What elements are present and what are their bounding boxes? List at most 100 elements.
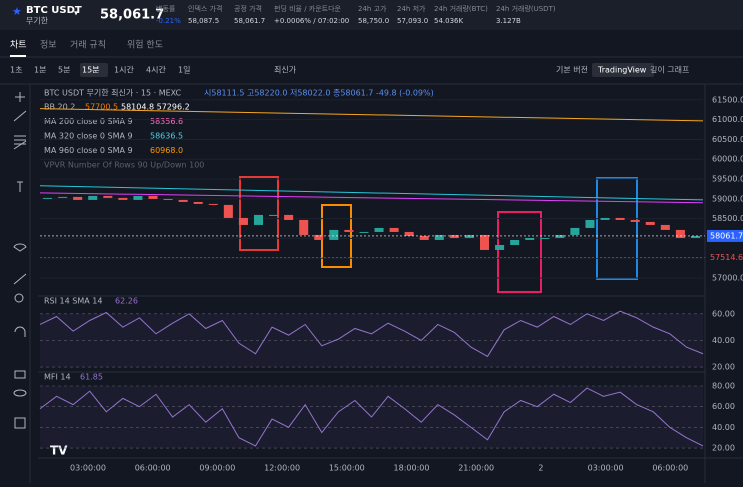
candle (269, 214, 279, 216)
candle (58, 196, 68, 198)
symbol[interactable]: BTC USDT (26, 5, 82, 16)
price-badge (707, 251, 743, 264)
candle (329, 229, 339, 240)
interval[interactable]: 1시간 (114, 65, 134, 75)
y-tick-label: 59500.0 (712, 175, 743, 184)
candle (223, 204, 233, 218)
y-tick-label: 60500.0 (712, 135, 743, 144)
tv-logo: TV (50, 444, 68, 458)
candle (479, 234, 490, 250)
candle (495, 244, 505, 250)
interval[interactable]: 1일 (178, 66, 190, 75)
candle (193, 201, 203, 204)
moving-average (39, 185, 704, 201)
x-tick-label: 03:00:00 (588, 464, 624, 473)
y-tick-label: 60000.0 (712, 155, 743, 164)
candle (434, 234, 444, 240)
candle (178, 199, 188, 202)
candle (133, 195, 143, 200)
indicator-value: 60968.0 (150, 146, 183, 155)
price: 58,061.7 (100, 8, 164, 23)
indicator-extra: 58104.8 57296.2 (121, 103, 190, 112)
indicator-name: BB 20 2 (44, 103, 75, 112)
view-option[interactable]: TradingView (597, 66, 647, 75)
stat-value: +0.0006% / 07:02:00 (274, 17, 349, 25)
price-badge (707, 229, 743, 242)
interval[interactable]: 1초 (10, 66, 22, 75)
candle (600, 217, 610, 220)
candle (118, 197, 128, 200)
candle (88, 195, 98, 200)
y-tick-label: 58500.0 (712, 214, 743, 223)
candle (585, 219, 595, 228)
x-tick-label: 06:00:00 (652, 464, 688, 473)
candle (660, 224, 670, 230)
stat-value: 58,087.5 (188, 17, 219, 25)
pane-value: 61.85 (80, 373, 103, 382)
y-tick-label: 59000.0 (712, 194, 743, 203)
candle (690, 235, 700, 238)
y-tick-label: 80.00 (712, 381, 735, 390)
indicator-name: MA 960 close 0 SMA 9 (44, 146, 133, 155)
x-tick-label: 09:00:00 (199, 464, 235, 473)
indicator-value: 57700.5 (85, 103, 118, 112)
candle (389, 227, 399, 232)
view-option[interactable]: 기본 버전 (556, 65, 588, 75)
drawing-tools[interactable] (13, 92, 27, 429)
interval[interactable]: 15분 (82, 66, 100, 75)
star-icon[interactable]: ★ (12, 5, 22, 18)
stat-value: 57,093.0 (397, 17, 428, 25)
candle (645, 221, 655, 225)
indicator-name: MA 200 close 0 SMA 9 (44, 117, 133, 126)
candle (570, 227, 580, 235)
tab[interactable]: 거래 규칙 (70, 40, 106, 51)
candle (510, 239, 520, 245)
y-tick-label: 40.00 (712, 423, 735, 432)
interval[interactable]: 5분 (58, 66, 70, 75)
stat-label: 24h 거래량(USDT) (496, 4, 556, 13)
y-tick-label: 57000.0 (712, 273, 743, 282)
moving-average (39, 108, 704, 122)
tab[interactable]: 차트 (10, 39, 27, 51)
stat-value: 58,061.7 (234, 17, 265, 25)
x-tick-label: 15:00:00 (329, 464, 365, 473)
candle (464, 234, 474, 238)
candle (525, 237, 535, 240)
candle (103, 195, 113, 198)
vpvr-label: VPVR Number Of Rows 90 Up/Down 100 (44, 161, 204, 170)
dropdown[interactable]: ▾ (74, 9, 78, 18)
legend-title: BTC USDT 무기한 최신가 · 15 · MEXC (44, 88, 182, 98)
y-tick-label: 40.00 (712, 336, 735, 345)
stat-value: 58,750.0 (358, 17, 389, 25)
pane-title: MFI 14 (44, 373, 71, 382)
stat-label: 24h 저가 (397, 4, 426, 13)
price-badge-label: 58061.7 (710, 231, 743, 240)
legend-ohlc: 시58111.5 고58220.0 저58022.0 종58061.7 -49.… (204, 89, 434, 98)
x-tick-label: 03:00:00 (70, 464, 106, 473)
view-option[interactable]: 깊이 그래프 (650, 65, 689, 75)
candle (344, 229, 354, 232)
stat-value: 54.036K (434, 17, 463, 25)
candle (73, 196, 83, 200)
candle (299, 219, 309, 235)
candle (314, 234, 324, 240)
candle (615, 217, 625, 220)
candle (43, 197, 53, 199)
stat-label: 공정 가격 (234, 4, 262, 13)
y-tick-label: 61000.0 (712, 115, 743, 124)
price-badge-label: 57514.6 (710, 253, 743, 262)
candle (675, 229, 685, 238)
tab[interactable]: 위험 한도 (127, 40, 163, 51)
candle (374, 227, 384, 232)
candle (208, 203, 218, 205)
y-tick-label: 61500.0 (712, 95, 743, 104)
y-tick-label: 60.00 (712, 402, 735, 411)
tab[interactable]: 정보 (40, 40, 57, 51)
x-tick-label: 06:00:00 (135, 464, 171, 473)
interval[interactable]: 4시간 (146, 65, 166, 75)
interval[interactable]: 1분 (34, 66, 46, 75)
candle (540, 237, 550, 239)
price-type[interactable]: 최신가 (274, 65, 297, 75)
